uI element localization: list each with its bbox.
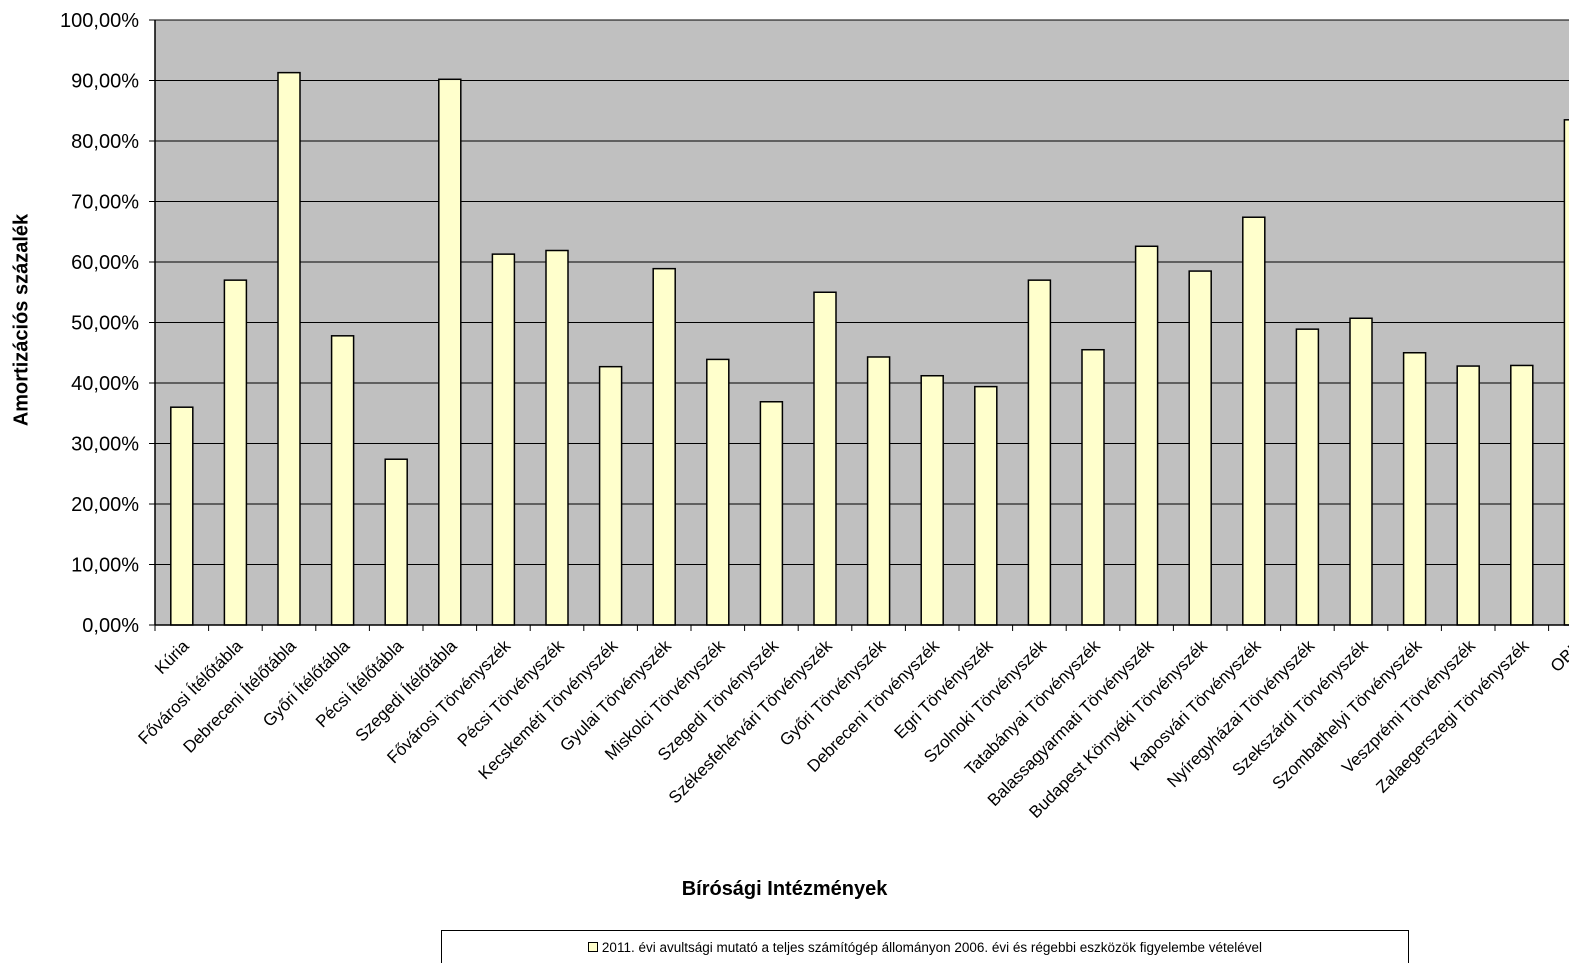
bar [1081, 348, 1105, 626]
bar [1242, 216, 1266, 626]
y-tick-label: 10,00% [71, 555, 139, 577]
bar [920, 374, 944, 626]
bar [813, 291, 837, 626]
y-tick-label: 90,00% [71, 71, 139, 93]
bar [1402, 352, 1427, 626]
bar [1349, 317, 1373, 626]
bar [706, 358, 730, 626]
y-tick-labels: 0,00% 10,00% 20,00% 30,00% 40,00% 50,00% 60,00… [60, 10, 139, 637]
y-tick-label: 70,00% [71, 192, 139, 214]
y-tick-label: 30,00% [71, 434, 139, 456]
bar [1510, 364, 1534, 626]
y-tick-label: 80,00% [71, 131, 139, 153]
bar [598, 365, 623, 626]
bar [330, 335, 355, 626]
bar [384, 458, 408, 626]
y-tick-label: 50,00% [71, 313, 139, 335]
y-tick-label: 60,00% [71, 252, 139, 274]
x-axis-label: Bírósági Intézmények [681, 878, 888, 900]
bar [438, 78, 462, 626]
bar [277, 71, 301, 626]
bar [491, 253, 516, 626]
bar [170, 406, 194, 626]
bar [1027, 279, 1052, 626]
x-tick-label: Kúria [151, 636, 193, 678]
x-tick-label: Szegedi Ítélőtábla [352, 636, 461, 745]
y-tick-label: 40,00% [71, 373, 139, 395]
y-axis-label: Amortizációs százalék [10, 213, 33, 427]
bar [545, 249, 569, 626]
y-tick-label: 0,00% [82, 615, 139, 637]
bar [1456, 365, 1480, 626]
y-tick-label: 100,00% [60, 10, 139, 32]
bar [1563, 119, 1569, 626]
bar [223, 279, 248, 626]
bar [1134, 245, 1159, 626]
bar [759, 401, 784, 626]
x-tick-label: OBH [1547, 636, 1569, 675]
bar [652, 267, 676, 626]
bar [866, 356, 891, 626]
legend-label: 2011. évi avultsági mutató a teljes szám… [601, 939, 1263, 955]
bar [974, 385, 998, 626]
y-tick-label: 20,00% [71, 494, 139, 516]
bar-chart: 0,00% 10,00% 20,00% 30,00% 40,00% 50,00% 60,00… [60, 10, 1569, 822]
legend-swatch [587, 942, 598, 952]
axes [149, 19, 1569, 631]
bar [1295, 328, 1320, 626]
x-tick-label: Egri Törvényszék [891, 636, 997, 742]
bar [1188, 270, 1212, 626]
legend: 2011. évi avultsági mutató a teljes szám… [441, 930, 1409, 963]
